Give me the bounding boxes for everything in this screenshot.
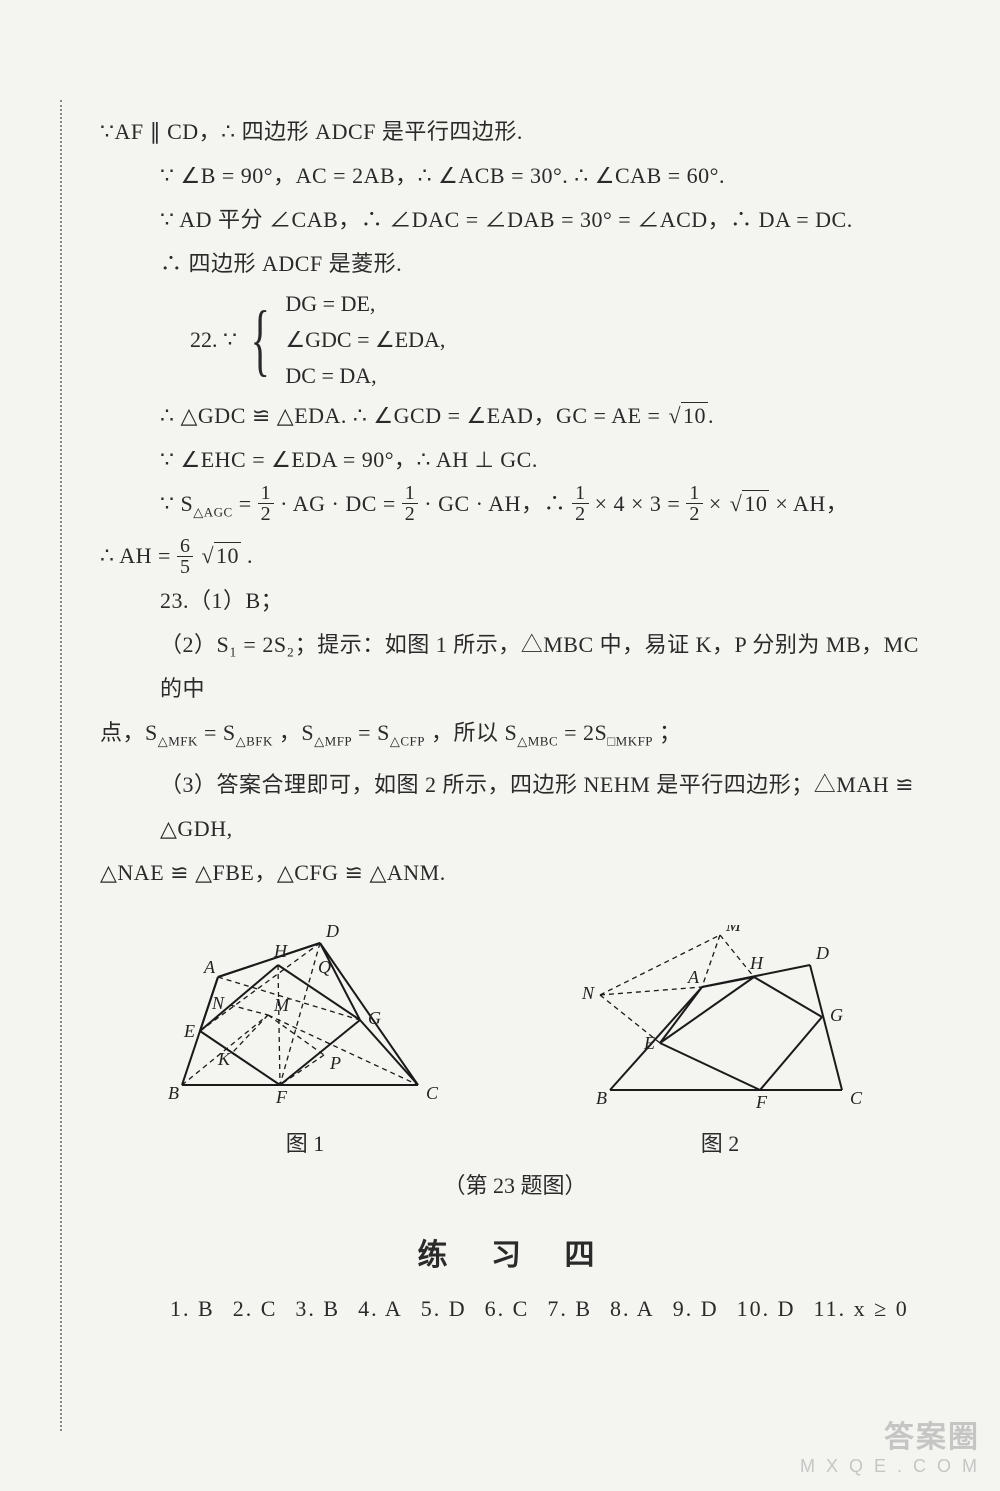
frac-half: 12 [258, 483, 275, 524]
q23-part1: 23.（1）B； [100, 579, 930, 623]
svg-text:D: D [815, 943, 829, 963]
answer-item: 11. x ≥ 0 [813, 1296, 908, 1321]
q22-system: 22. ∵ { DG = DE, ∠GDC = ∠EDA, DC = DA, [100, 286, 930, 394]
perforation-line [60, 100, 62, 1431]
svg-text:B: B [596, 1088, 607, 1108]
page: ∵AF ∥ CD，∴ 四边形 ADCF 是平行四边形. ∵ ∠B = 90°，A… [0, 0, 1000, 1491]
sqrt-10: 10 [199, 534, 241, 578]
figure-1-label: 图 1 [160, 1126, 450, 1158]
figure-1: A B C D E F G H M N K P Q 图 1 [160, 925, 450, 1158]
proof-line: ∴ AH = 65 10 . [100, 534, 930, 578]
brace-row: DC = DA, [285, 358, 445, 394]
q23-part2: （2）S₁ = 2S₂；提示：如图 1 所示，△MBC 中，易证 K，P 分别为… [100, 623, 930, 711]
svg-text:E: E [183, 1021, 195, 1041]
proof-line: ∵ ∠EHC = ∠EDA = 90°，∴ AH ⊥ GC. [100, 438, 930, 482]
svg-text:K: K [217, 1049, 231, 1069]
svg-text:C: C [426, 1083, 439, 1103]
answers-row: 1. B 2. C 3. B 4. A 5. D 6. C 7. B 8. A 9. D 10. … [100, 1296, 930, 1322]
answer-item: 8. A [610, 1296, 655, 1321]
answer-item: 1. B [170, 1296, 215, 1321]
answer-item: 9. D [673, 1296, 719, 1321]
svg-text:C: C [850, 1088, 863, 1108]
answer-item: 5. D [421, 1296, 467, 1321]
brace-row: DG = DE, [285, 286, 445, 322]
figure-1-svg: A B C D E F G H M N K P Q [160, 925, 450, 1115]
svg-text:D: D [325, 925, 339, 941]
brace-row: ∠GDC = ∠EDA, [285, 322, 445, 358]
svg-text:B: B [168, 1083, 179, 1103]
watermark-bottom: M X Q E . C O M [800, 1456, 980, 1477]
figure-2: A B C D E F G H M N 图 2 [570, 925, 870, 1158]
svg-text:H: H [749, 953, 764, 973]
svg-text:P: P [329, 1053, 341, 1073]
sqrt-10: 10 [728, 482, 770, 526]
watermark-top: 答案圈 [800, 1412, 980, 1456]
section-title: 练 习 四 [100, 1230, 930, 1274]
svg-text:H: H [273, 941, 288, 961]
answer-item: 10. D [737, 1296, 796, 1321]
svg-text:N: N [211, 993, 225, 1013]
frac-half: 12 [686, 483, 703, 524]
answer-item: 7. B [547, 1296, 592, 1321]
proof-line: ∵ ∠B = 90°，AC = 2AB，∴ ∠ACB = 30°. ∴ ∠CAB… [100, 154, 930, 198]
answer-item: 6. C [485, 1296, 530, 1321]
proof-line: ∵ AD 平分 ∠CAB，∴ ∠DAC = ∠DAB = 30° = ∠ACD，… [100, 198, 930, 242]
svg-text:F: F [755, 1092, 768, 1112]
svg-text:A: A [203, 957, 216, 977]
svg-text:G: G [830, 1005, 843, 1025]
proof-line: ∴ △GDC ≌ △EDA. ∴ ∠GCD = ∠EAD，GC = AE = 1… [100, 394, 930, 438]
svg-text:Q: Q [318, 957, 331, 977]
answer-item: 2. C [233, 1296, 278, 1321]
figures-row: A B C D E F G H M N K P Q 图 1 A B C D E F G H M N 图 2 [100, 925, 930, 1158]
q23-part2-cont: 点，S△MFK = S△BFK ，S△MFP = S△CFP ，所以 S△MBC… [100, 711, 930, 763]
figure-caption: （第 23 题图） [100, 1168, 930, 1200]
proof-line: ∵ S△AGC = 12 · AG · DC = 12 · GC · AH，∴ … [100, 482, 930, 534]
frac-6-5: 65 [177, 536, 194, 577]
svg-text:N: N [581, 983, 595, 1003]
q23-part3: （3）答案合理即可，如图 2 所示，四边形 NEHM 是平行四边形；△MAH ≌… [100, 763, 930, 851]
frac-half: 12 [402, 483, 419, 524]
svg-text:E: E [643, 1033, 655, 1053]
figure-2-label: 图 2 [570, 1126, 870, 1158]
q22-label: 22. ∵ [190, 327, 237, 353]
svg-text:G: G [368, 1008, 381, 1028]
svg-text:M: M [725, 925, 742, 935]
watermark: 答案圈 M X Q E . C O M [800, 1412, 980, 1477]
answer-item: 4. A [358, 1296, 403, 1321]
proof-line: ∵AF ∥ CD，∴ 四边形 ADCF 是平行四边形. [100, 110, 930, 154]
proof-line: ∴ 四边形 ADCF 是菱形. [100, 242, 930, 286]
svg-text:F: F [275, 1087, 288, 1107]
left-brace-icon: { [251, 300, 270, 380]
q23-part3-cont: △NAE ≌ △FBE，△CFG ≌ △ANM. [100, 851, 930, 895]
sqrt-10: 10 [666, 394, 708, 438]
figure-2-svg: A B C D E F G H M N [570, 925, 870, 1115]
svg-text:A: A [687, 967, 700, 987]
answer-item: 3. B [295, 1296, 340, 1321]
svg-text:M: M [273, 995, 290, 1015]
frac-half: 12 [572, 483, 589, 524]
